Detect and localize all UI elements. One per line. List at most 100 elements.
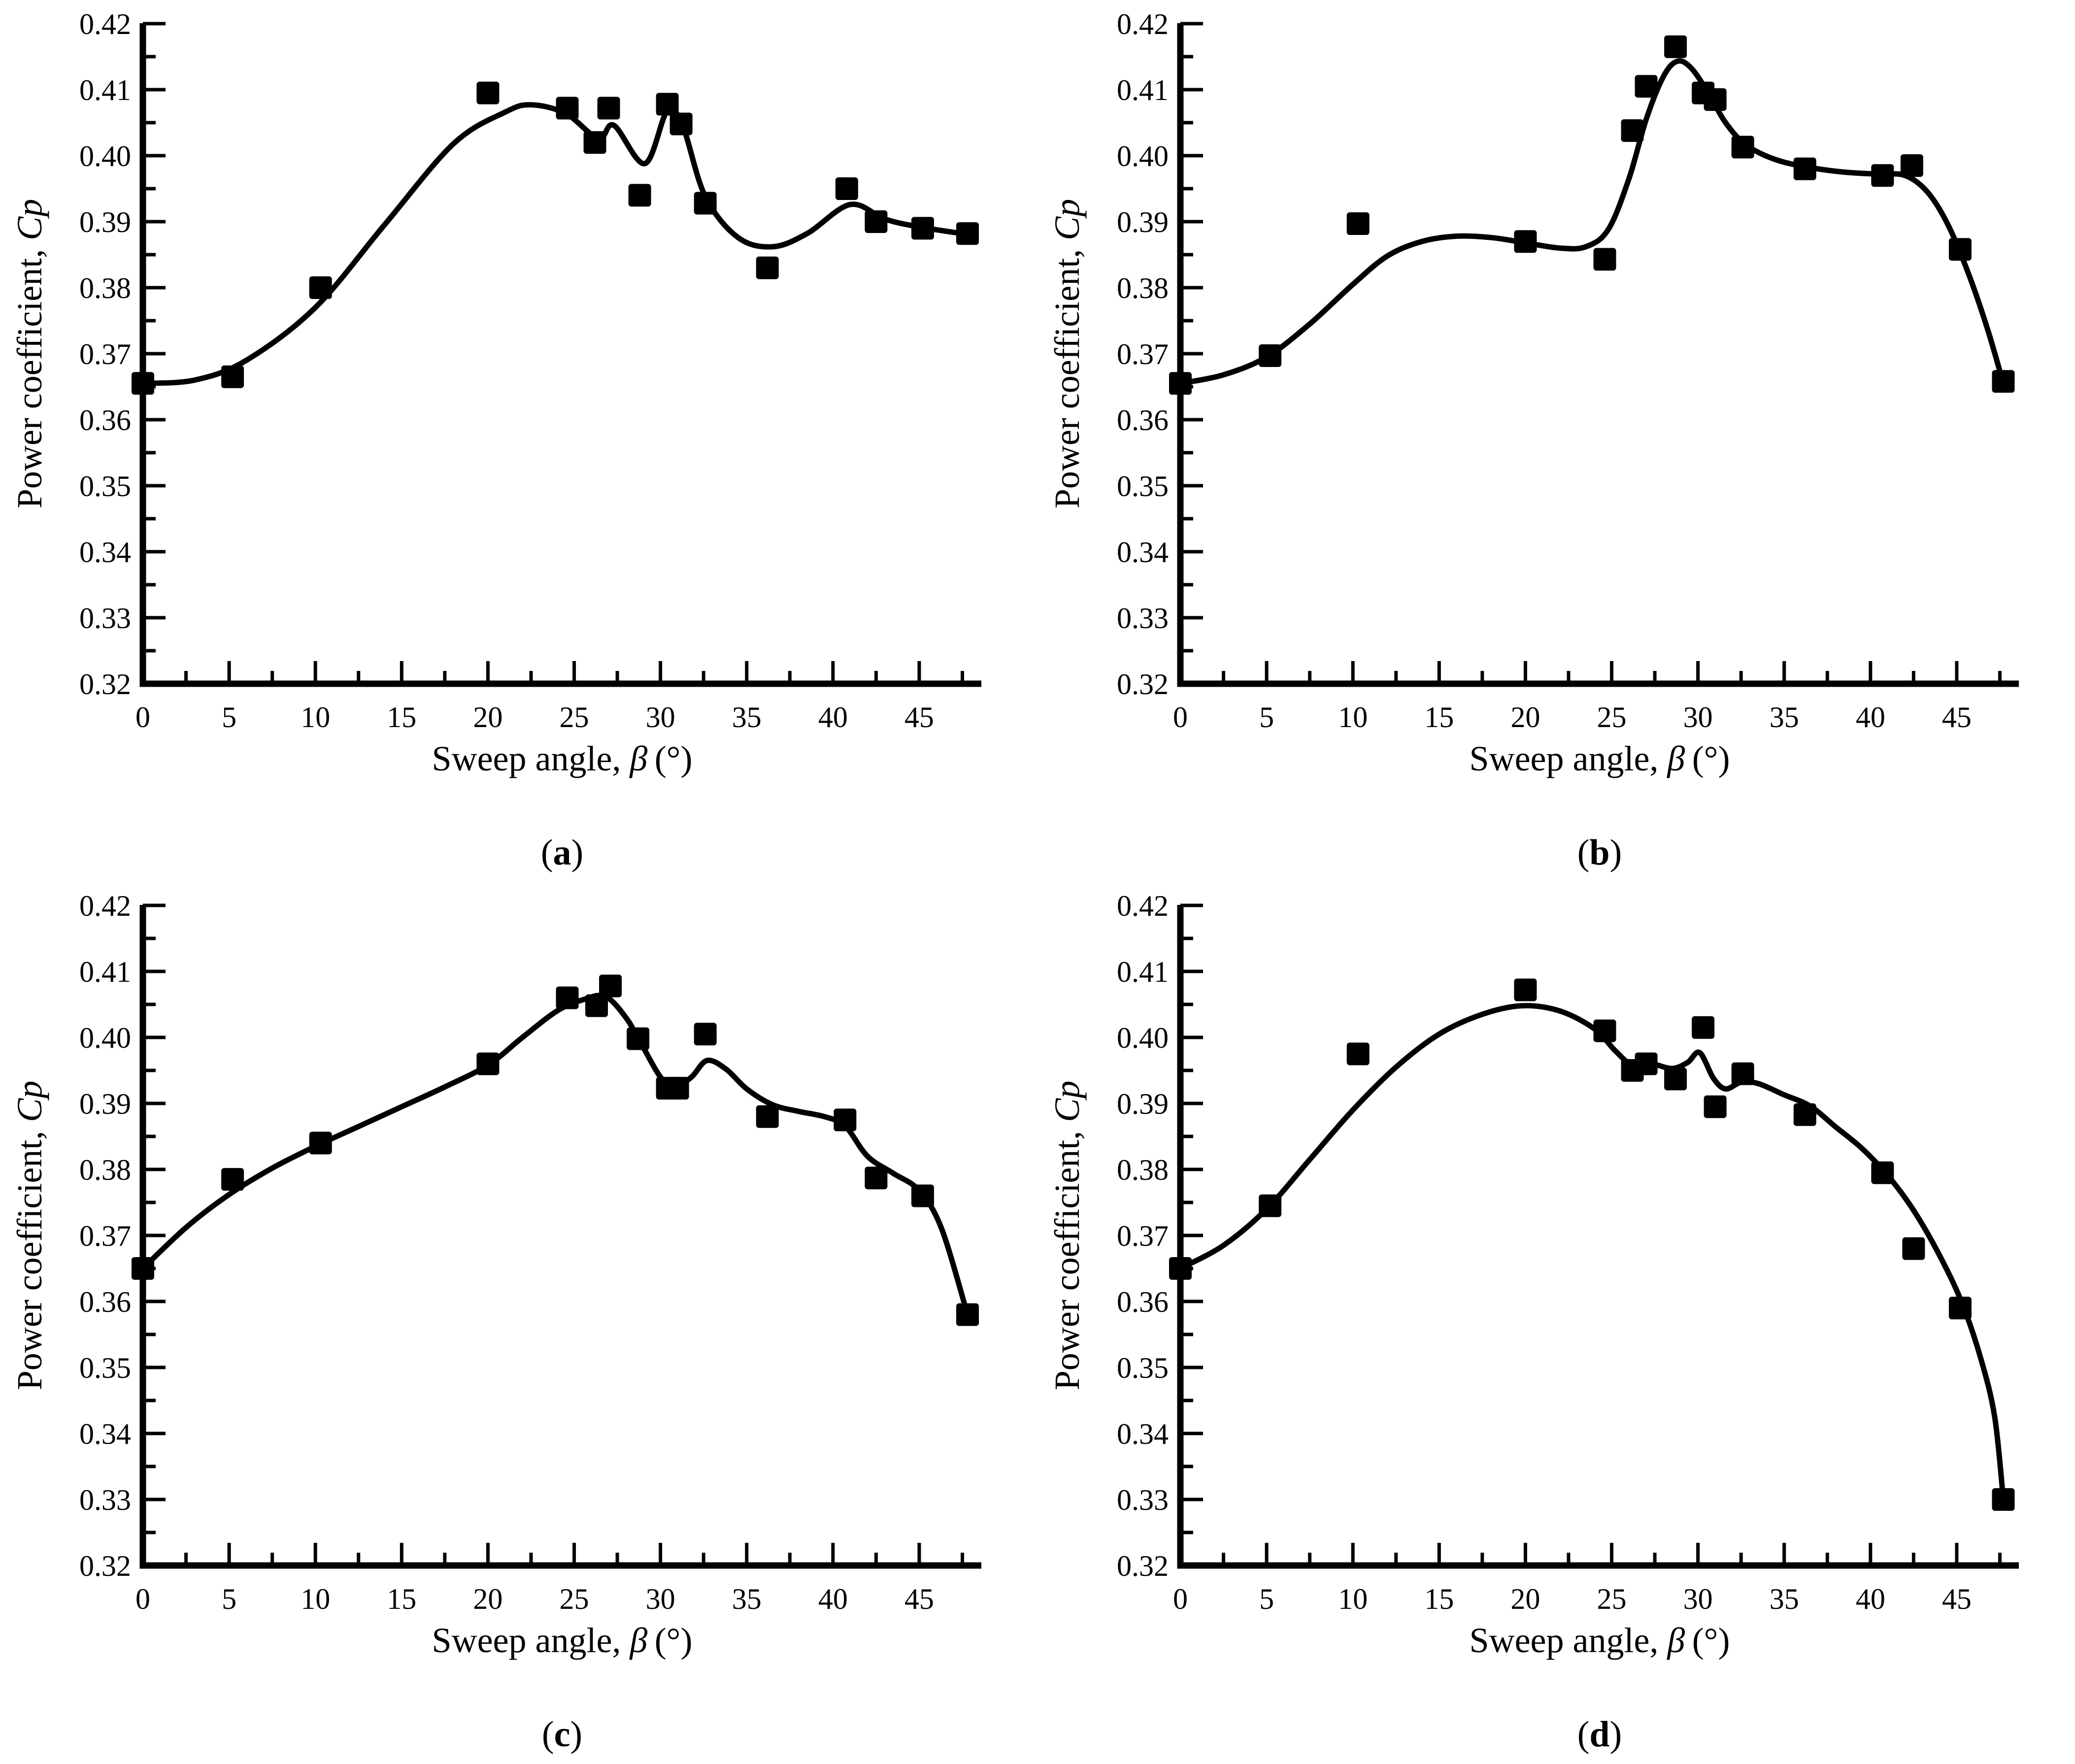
data-point-marker [1948, 1297, 1972, 1320]
y-tick-label: 0.37 [1117, 338, 1169, 370]
ticks [1178, 22, 2002, 686]
x-tick-label: 35 [732, 1583, 762, 1615]
x-axis-label: Sweep angle, β (°) [432, 1621, 693, 1660]
x-tick-label: 15 [387, 1583, 416, 1615]
y-tick-label: 0.40 [79, 1022, 131, 1054]
y-tick-label: 0.38 [79, 272, 131, 304]
y-tick-label: 0.36 [1117, 1286, 1169, 1318]
data-point-marker [1259, 1194, 1282, 1217]
y-tick-label: 0.37 [79, 1220, 131, 1252]
panel-a-caption: (a) [143, 832, 981, 874]
x-tick-label: 30 [1683, 1583, 1713, 1615]
x-tick-label: 15 [387, 701, 416, 733]
y-tick-label: 0.41 [1117, 956, 1169, 988]
y-tick-label: 0.33 [79, 1484, 131, 1516]
panel-d: 0.32 0.33 0.34 0.35 0.36 0.37 0.38 0.39 0.40 0.41… [1038, 882, 2075, 1764]
x-tick-label: 5 [222, 701, 236, 733]
data-point-marker [221, 1168, 244, 1191]
data-point-marker [132, 372, 154, 395]
caption-paren-open: ( [1577, 1714, 1590, 1755]
chart-d-svg: 0.32 0.33 0.34 0.35 0.36 0.37 0.38 0.39 0.40 0.41… [1047, 890, 2019, 1660]
data-point-marker [1704, 88, 1727, 111]
x-tick-label: 20 [1510, 701, 1540, 733]
x-tick-label: 10 [301, 1583, 330, 1615]
ticks [141, 903, 964, 1567]
data-point-marker [1948, 238, 1972, 261]
tick-labels: 0.32 0.33 0.34 0.35 0.36 0.37 0.38 0.39 0.40 0.41… [79, 8, 934, 733]
x-tick-label: 0 [1173, 701, 1188, 733]
x-tick-label: 30 [646, 1583, 675, 1615]
data-point-marker [656, 93, 679, 116]
x-tick-label: 10 [1338, 1583, 1368, 1615]
data-point-marker [1871, 164, 1894, 187]
axes [1177, 905, 2019, 1569]
data-point-marker [834, 1108, 857, 1132]
data-point-marker [597, 97, 620, 120]
x-tick-label: 5 [1259, 701, 1274, 733]
y-tick-label: 0.37 [79, 338, 131, 370]
x-tick-label: 20 [473, 701, 502, 733]
y-tick-label: 0.34 [1117, 1418, 1169, 1450]
x-tick-label: 45 [904, 1583, 934, 1615]
caption-letter: b [1589, 832, 1610, 873]
y-tick-label: 0.37 [1117, 1220, 1169, 1252]
data-point-marker [835, 177, 858, 200]
x-tick-label: 45 [1942, 701, 1972, 733]
data-point-marker [956, 1303, 979, 1326]
chart-c-svg: 0.32 0.33 0.34 0.35 0.36 0.37 0.38 0.39 0.40 0.41… [10, 890, 981, 1660]
panel-a: 0.32 0.33 0.34 0.35 0.36 0.37 0.38 0.39 0.40 0.41… [0, 0, 1038, 882]
fit-curve [1177, 1003, 2006, 1502]
data-points [1169, 978, 2015, 1511]
x-axis-label: Sweep angle, β (°) [432, 739, 693, 778]
x-tick-label: 5 [1259, 1583, 1274, 1615]
x-tick-label: 30 [1683, 701, 1713, 733]
tick-labels: 0.32 0.33 0.34 0.35 0.36 0.37 0.38 0.39 0.40 0.41… [1117, 890, 1972, 1615]
data-point-marker [1871, 1161, 1894, 1184]
x-tick-label: 15 [1424, 701, 1454, 733]
x-tick-label: 45 [1942, 1583, 1972, 1615]
y-tick-label: 0.38 [1117, 1154, 1169, 1186]
data-point-marker [1346, 212, 1370, 235]
data-point-marker [756, 1105, 779, 1128]
data-point-marker [1664, 35, 1687, 58]
y-tick-label: 0.32 [1117, 668, 1169, 700]
y-tick-label: 0.40 [1117, 140, 1169, 172]
x-tick-label: 0 [135, 1583, 150, 1615]
data-point-marker [556, 986, 579, 1009]
panel-d-caption: (d) [1180, 1714, 2019, 1756]
y-tick-label: 0.41 [1117, 74, 1169, 106]
y-tick-label: 0.36 [79, 404, 131, 436]
data-point-marker [756, 256, 779, 279]
data-point-marker [476, 1052, 500, 1075]
x-axis-label: Sweep angle, β (°) [1470, 1621, 1730, 1660]
x-tick-label: 35 [732, 701, 762, 733]
y-tick-label: 0.32 [79, 1550, 131, 1582]
chart-b-svg: 0.32 0.33 0.34 0.35 0.36 0.37 0.38 0.39 0.40 0.41… [1047, 8, 2019, 778]
data-point-marker [1593, 1019, 1616, 1042]
y-tick-label: 0.35 [79, 470, 131, 502]
y-tick-label: 0.42 [79, 890, 131, 922]
data-point-marker [221, 365, 244, 388]
data-point-marker [865, 210, 888, 233]
caption-letter: d [1589, 1714, 1610, 1755]
y-axis-label: Power coefficient, Cp [1047, 199, 1087, 509]
data-point-marker [669, 112, 693, 135]
data-point-marker [1902, 1237, 1925, 1260]
data-point-marker [1704, 1095, 1727, 1118]
data-point-marker [476, 81, 500, 104]
data-point-marker [309, 1132, 332, 1155]
y-tick-label: 0.35 [1117, 1352, 1169, 1384]
x-tick-label: 20 [473, 1583, 502, 1615]
x-tick-label: 25 [560, 701, 589, 733]
x-tick-label: 10 [301, 701, 330, 733]
caption-paren-close: ) [571, 832, 584, 873]
caption-letter: c [554, 1714, 570, 1755]
y-tick-label: 0.39 [1117, 206, 1169, 238]
y-tick-label: 0.40 [79, 140, 131, 172]
y-tick-label: 0.38 [1117, 272, 1169, 304]
y-axis-label: Power coefficient, Cp [10, 1081, 49, 1391]
data-points [132, 81, 979, 395]
x-tick-label: 25 [560, 1583, 589, 1615]
data-point-marker [1992, 370, 2015, 393]
